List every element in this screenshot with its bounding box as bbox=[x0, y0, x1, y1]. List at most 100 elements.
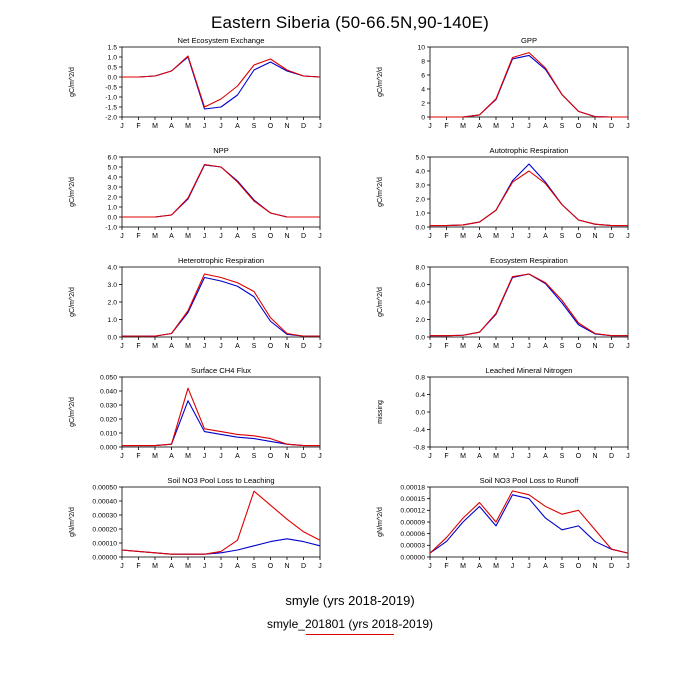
x-tick-label: O bbox=[268, 563, 274, 570]
series-line-smyle-201801 bbox=[430, 273, 628, 337]
y-tick-label: -1.0 bbox=[105, 224, 117, 231]
x-tick-label: J bbox=[428, 343, 432, 350]
chart-panel-surface-ch4-flux: Surface CH4 Flux 0.000 0.010 0.020 0.030 0.04… bbox=[60, 365, 332, 475]
x-tick-label: N bbox=[592, 563, 597, 570]
y-tick-label: -0.8 bbox=[413, 444, 425, 451]
x-tick-label: S bbox=[560, 453, 565, 460]
y-axis-label: gC/m^2/d bbox=[377, 67, 384, 97]
x-tick-label: A bbox=[477, 343, 482, 350]
x-tick-label: J bbox=[527, 343, 531, 350]
y-axis-label: gC/m^2/d bbox=[69, 397, 76, 427]
series-line-smyle-201801 bbox=[429, 490, 629, 554]
y-tick-label: 6.0 bbox=[416, 282, 426, 289]
x-tick-label: J bbox=[626, 123, 630, 130]
y-tick-label: 0.00040 bbox=[92, 498, 117, 505]
chart-title: NPP bbox=[213, 146, 229, 155]
x-tick-label: J bbox=[527, 563, 531, 570]
series-line-smyle-201801 bbox=[121, 490, 321, 555]
y-tick-label: 0 bbox=[421, 114, 425, 121]
x-tick-label: J bbox=[428, 233, 432, 240]
y-axis-label: gC/m^2/d bbox=[377, 287, 384, 317]
y-tick-label: 6 bbox=[421, 72, 425, 79]
y-tick-label: 5.0 bbox=[416, 154, 426, 161]
y-tick-label: 0.0 bbox=[108, 334, 118, 341]
chart-svg: Ecosystem Respiration 0.0 2.0 4.0 6.0 8.0 J F M A… bbox=[377, 256, 630, 350]
y-tick-label: 0.000 bbox=[100, 444, 117, 451]
x-tick-label: J bbox=[511, 343, 515, 350]
x-tick-label: F bbox=[136, 563, 140, 570]
y-tick-label: 0.00018 bbox=[400, 484, 425, 491]
series-line-smyle-201801 bbox=[122, 55, 321, 108]
x-tick-label: M bbox=[152, 123, 158, 130]
x-tick-label: A bbox=[543, 453, 548, 460]
y-tick-label: 0.0 bbox=[416, 224, 426, 231]
x-tick-label: J bbox=[120, 233, 124, 240]
y-axis-label: gC/m^2/d bbox=[377, 177, 384, 207]
x-tick-label: D bbox=[301, 453, 306, 460]
x-tick-label: J bbox=[626, 233, 630, 240]
y-tick-label: 0.00012 bbox=[400, 508, 425, 515]
x-tick-label: J bbox=[511, 233, 515, 240]
y-tick-label: 0.0 bbox=[108, 214, 118, 221]
y-tick-label: 1.0 bbox=[416, 210, 426, 217]
legend-label-smyle: smyle (yrs 2018-2019) bbox=[285, 593, 415, 608]
x-tick-label: J bbox=[318, 453, 322, 460]
y-tick-label: 0.00020 bbox=[92, 526, 117, 533]
x-tick-label: A bbox=[477, 563, 482, 570]
x-tick-label: J bbox=[219, 123, 223, 130]
x-tick-label: M bbox=[185, 343, 191, 350]
x-tick-label: M bbox=[185, 453, 191, 460]
y-tick-label: 1.0 bbox=[108, 54, 118, 61]
x-tick-label: M bbox=[152, 563, 158, 570]
x-tick-label: S bbox=[560, 563, 565, 570]
x-tick-label: D bbox=[609, 233, 614, 240]
y-axis-label: missing bbox=[377, 400, 384, 424]
series-line-smyle bbox=[430, 163, 628, 227]
x-tick-label: A bbox=[235, 563, 240, 570]
x-tick-label: N bbox=[592, 343, 597, 350]
x-tick-label: A bbox=[543, 343, 548, 350]
y-tick-label: 0.00003 bbox=[400, 543, 425, 550]
x-tick-label: O bbox=[268, 453, 274, 460]
series-line-smyle-201801 bbox=[430, 170, 628, 227]
x-tick-label: M bbox=[185, 233, 191, 240]
x-tick-label: F bbox=[136, 343, 140, 350]
plot-box bbox=[429, 376, 629, 448]
y-tick-label: 0.050 bbox=[100, 374, 117, 381]
chart-panel-net-ecosystem-exchange: Net Ecosystem Exchange -2.0 -1.5 -1.0 -0.5 0.… bbox=[60, 35, 332, 145]
x-tick-label: M bbox=[493, 563, 499, 570]
x-tick-label: J bbox=[318, 123, 322, 130]
y-tick-label: 4.0 bbox=[416, 299, 426, 306]
chart-panel-ecosystem-respiration: Ecosystem Respiration 0.0 2.0 4.0 6.0 8.0 J F M A… bbox=[368, 255, 640, 365]
y-tick-label: 8.0 bbox=[416, 264, 426, 271]
x-tick-label: S bbox=[252, 123, 257, 130]
x-tick-label: N bbox=[592, 123, 597, 130]
legend-entry-smyle-201801: smyle_201801 (yrs 2018-2019) bbox=[0, 617, 700, 635]
x-tick-label: N bbox=[592, 453, 597, 460]
charts-grid: Net Ecosystem Exchange -2.0 -1.5 -1.0 -0.5 0.… bbox=[0, 35, 700, 585]
x-tick-label: J bbox=[120, 123, 124, 130]
series-line-smyle-201801 bbox=[430, 52, 628, 118]
y-tick-label: 4 bbox=[421, 86, 425, 93]
x-tick-label: M bbox=[152, 233, 158, 240]
x-tick-label: J bbox=[428, 453, 432, 460]
y-tick-label: 0.00015 bbox=[400, 496, 425, 503]
x-tick-label: M bbox=[493, 123, 499, 130]
x-tick-label: S bbox=[560, 123, 565, 130]
y-tick-label: 0.00000 bbox=[400, 554, 425, 561]
chart-svg: Autotrophic Respiration 0.0 1.0 2.0 3.0 4.0 5.… bbox=[377, 146, 630, 240]
y-tick-label: 1.0 bbox=[108, 204, 118, 211]
figure-title: Eastern Siberia (50-66.5N,90-140E) bbox=[210, 13, 489, 32]
x-tick-label: A bbox=[543, 233, 548, 240]
y-tick-label: 0.0 bbox=[108, 74, 118, 81]
x-tick-label: A bbox=[169, 563, 174, 570]
x-tick-label: J bbox=[203, 563, 207, 570]
chart-title: Autotrophic Respiration bbox=[490, 146, 569, 155]
series-line-smyle bbox=[122, 164, 320, 218]
x-tick-label: O bbox=[576, 233, 582, 240]
y-tick-label: 0.00010 bbox=[92, 540, 117, 547]
y-axis-label: gN/m^2/d bbox=[377, 507, 384, 537]
x-tick-label: J bbox=[527, 453, 531, 460]
chart-svg: GPP 0 2 4 6 8 10 J F M A M J J A S O N D JgC/m^2/d bbox=[377, 36, 630, 130]
series-line-smyle-201801 bbox=[122, 387, 320, 447]
